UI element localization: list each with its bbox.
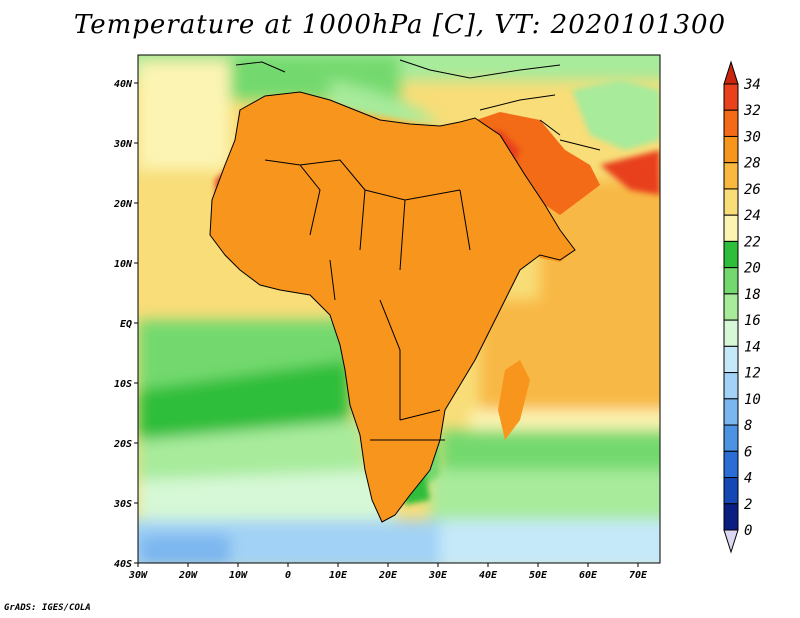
lat-label: 40N	[114, 79, 133, 90]
colorbar-label: 28	[744, 156, 761, 172]
lon-label: 10E	[329, 570, 348, 581]
colorbar-swatch	[723, 109, 739, 137]
colorbar-swatch	[723, 214, 739, 242]
colorbar-swatch	[723, 188, 739, 216]
lon-label: 30E	[428, 570, 448, 581]
lon-label: 40E	[479, 570, 498, 581]
colorbar-swatch	[723, 477, 739, 505]
colorbar-label: 0	[744, 523, 752, 539]
lat-label: 40S	[114, 559, 132, 570]
lat-label: EQ	[120, 319, 132, 330]
lat-label: 10S	[114, 379, 132, 390]
colorbar-label: 18	[744, 287, 761, 303]
colorbar-label: 24	[744, 208, 761, 224]
colorbar-overflow-triangle	[723, 60, 739, 85]
colorbar-swatch	[723, 450, 739, 479]
colorbar-swatch	[723, 240, 739, 269]
lon-label: 60E	[579, 570, 598, 581]
colorbar-swatch	[723, 135, 739, 164]
temperature-field	[138, 55, 660, 563]
colorbar-swatch	[723, 398, 739, 426]
madagascar-island	[498, 360, 530, 440]
colorbar-label: 20	[744, 261, 761, 277]
colorbar-swatch	[723, 83, 739, 111]
colorbar-swatch	[723, 372, 739, 400]
colorbar-label: 14	[744, 339, 761, 355]
colorbar-label: 22	[744, 234, 761, 250]
lon-label: 30W	[128, 570, 148, 581]
colorbar-label: 2	[744, 497, 752, 513]
colorbar-underflow-triangle	[723, 529, 739, 554]
colorbar-swatch	[723, 293, 739, 321]
colorbar-label: 10	[744, 392, 761, 408]
colorbar-swatch	[723, 424, 739, 452]
lon-label: 0	[285, 570, 291, 581]
colorbar-label: 26	[744, 182, 761, 198]
lat-label: 10N	[114, 259, 133, 270]
colorbar-swatch	[723, 345, 739, 374]
colorbar-swatch	[723, 267, 739, 295]
map-title: Temperature at 1000hPa [C], VT: 20201013…	[73, 10, 727, 40]
colorbar-label: 30	[743, 129, 761, 145]
longitude-axis: 30W 20W 10W 0 10E 20E 30E 40E 50E 60E 70E	[128, 563, 648, 581]
colorbar-label: 12	[744, 366, 761, 382]
lon-label: 20E	[378, 570, 398, 581]
lon-label: 50E	[529, 570, 548, 581]
colorbar-swatch	[723, 503, 739, 531]
colorbar-label: 16	[744, 313, 761, 329]
colorbar-swatch	[723, 162, 739, 190]
lat-label: 30N	[113, 139, 133, 150]
colorbar-label: 4	[744, 471, 752, 487]
lon-label: 10W	[229, 570, 248, 581]
lat-label: 20S	[113, 439, 132, 450]
footer-credit: GrADS: IGES/COLA	[4, 603, 91, 613]
map-frame	[137, 54, 661, 564]
colorbar-swatch	[723, 319, 739, 347]
lon-label: 70E	[629, 570, 648, 581]
colorbar-label: 34	[743, 77, 761, 93]
colorbar-label: 8	[744, 418, 752, 434]
latitude-axis: 40N 30N 20N 10N EQ 10S 20S 30S 40S	[113, 79, 138, 570]
lat-label: 30S	[113, 499, 132, 510]
colorbar-label: 6	[744, 444, 752, 460]
colorbar-label: 32	[743, 103, 761, 119]
lat-label: 20N	[113, 199, 133, 210]
lon-label: 20W	[178, 570, 198, 581]
